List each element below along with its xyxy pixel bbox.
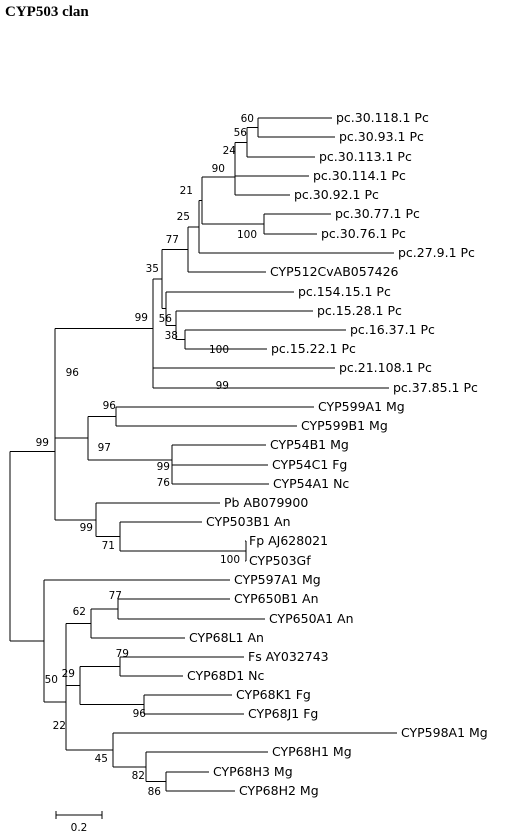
leaf-label: pc.15.28.1 Pc — [317, 303, 402, 318]
leaf-label: CYP68H2 Mg — [239, 783, 319, 798]
bootstrap-value: 99 — [135, 312, 148, 324]
leaf-label: pc.30.114.1 Pc — [313, 168, 406, 183]
leaf-label: pc.30.77.1 Pc — [335, 206, 420, 221]
bootstrap-value: 82 — [132, 770, 145, 782]
leaf-label: CYP68J1 Fg — [248, 706, 318, 721]
bootstrap-value: 62 — [73, 606, 86, 618]
leaf-label: pc.30.92.1 Pc — [294, 187, 379, 202]
bootstrap-value: 79 — [116, 648, 129, 660]
bootstrap-value: 25 — [177, 211, 190, 223]
bootstrap-value: 77 — [109, 590, 122, 602]
leaf-label: CYP54B1 Mg — [270, 437, 349, 452]
figure-title: CYP503 clan — [5, 4, 89, 20]
bootstrap-value: 56 — [234, 127, 248, 139]
bootstrap-value: 96 — [66, 367, 80, 379]
leaf-label: CYP599A1 Mg — [318, 399, 405, 414]
leaf-label: pc.154.15.1 Pc — [298, 284, 391, 299]
scale-bar-label: 0.2 — [71, 822, 88, 834]
bootstrap-value: 86 — [148, 786, 162, 798]
bootstrap-value: 90 — [212, 163, 225, 175]
leaf-label: Fp AJ628021 — [249, 533, 328, 548]
bootstrap-value: 38 — [165, 330, 178, 342]
bootstrap-value: 76 — [157, 477, 171, 489]
bootstrap-value: 22 — [53, 720, 66, 732]
leaf-label: CYP68H1 Mg — [272, 744, 352, 759]
bootstrap-value: 97 — [98, 442, 111, 454]
bootstrap-value: 45 — [95, 753, 108, 765]
bootstrap-value: 100 — [237, 229, 257, 241]
bootstrap-value: 21 — [180, 185, 193, 197]
leaf-label: pc.30.76.1 Pc — [321, 226, 406, 241]
leaf-label: pc.30.93.1 Pc — [339, 129, 424, 144]
leaf-label: Pb AB079900 — [224, 495, 308, 510]
leaf-label: CYP598A1 Mg — [401, 725, 488, 740]
bootstrap-value: 99 — [80, 522, 93, 534]
leaf-label: pc.37.85.1 Pc — [393, 380, 478, 395]
bootstrap-value: 35 — [146, 263, 159, 275]
leaf-label: CYP503B1 An — [206, 514, 291, 529]
bootstrap-value: 100 — [220, 554, 240, 566]
leaf-label: Fs AY032743 — [248, 649, 329, 664]
leaf-label: CYP54C1 Fg — [272, 457, 347, 472]
leaf-label: CYP599B1 Mg — [301, 418, 388, 433]
leaf-label: CYP68H3 Mg — [213, 764, 293, 779]
leaf-label: CYP512CvAB057426 — [270, 264, 399, 279]
leaf-label: CYP68K1 Fg — [236, 687, 311, 702]
bootstrap-value: 77 — [166, 234, 179, 246]
leaf-label: pc.27.9.1 Pc — [398, 245, 475, 260]
bootstrap-value: 96 — [133, 708, 147, 720]
bootstrap-value: 50 — [45, 674, 58, 686]
leaf-label: CYP68D1 Nc — [187, 668, 264, 683]
bootstrap-value: 71 — [102, 540, 115, 552]
leaf-label: pc.30.118.1 Pc — [336, 110, 429, 125]
bootstrap-value: 60 — [241, 113, 254, 125]
bootstrap-value: 99 — [36, 437, 49, 449]
leaf-label: CYP597A1 Mg — [234, 572, 321, 587]
bootstrap-value: 100 — [209, 344, 229, 356]
leaf-label: CYP68L1 An — [189, 630, 264, 645]
leaf-label: pc.21.108.1 Pc — [339, 360, 432, 375]
bootstrap-value: 29 — [62, 668, 75, 680]
leaf-label: CYP650A1 An — [269, 611, 354, 626]
bootstrap-value: 24 — [223, 145, 237, 157]
leaf-label: pc.30.113.1 Pc — [319, 149, 412, 164]
bootstrap-value: 99 — [157, 461, 170, 473]
leaf-label: CYP54A1 Nc — [273, 476, 349, 491]
leaf-label: pc.15.22.1 Pc — [271, 341, 356, 356]
leaf-label: pc.16.37.1 Pc — [350, 322, 435, 337]
leaf-label: CYP650B1 An — [234, 591, 319, 606]
bootstrap-value: 96 — [103, 400, 117, 412]
bootstrap-value: 99 — [216, 380, 229, 392]
bootstrap-value: 56 — [159, 313, 173, 325]
leaf-label: CYP503Gf — [249, 553, 311, 568]
